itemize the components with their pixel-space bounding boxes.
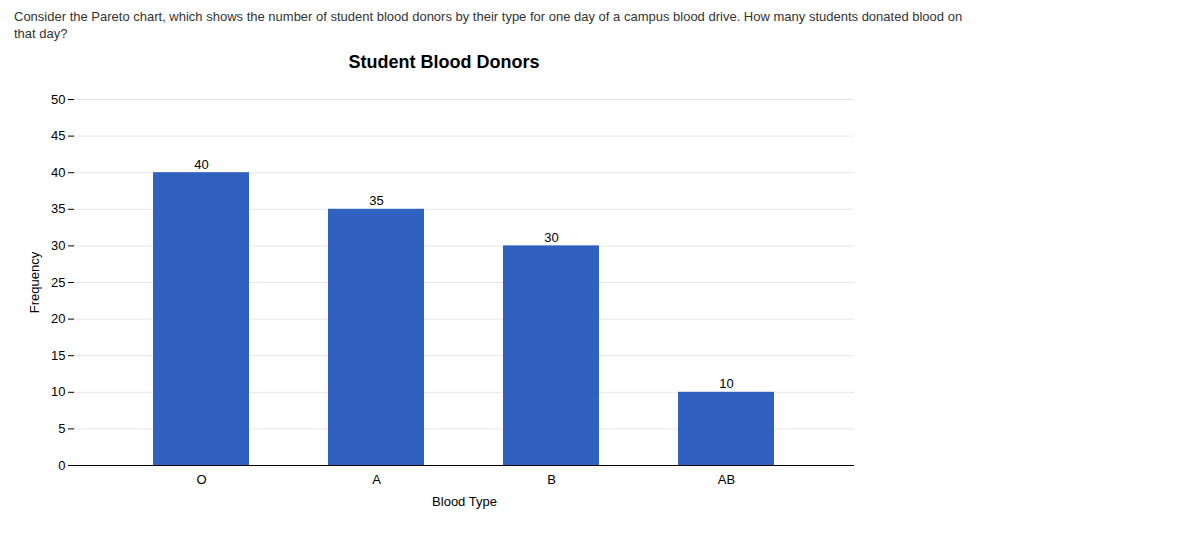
svg-text:40: 40	[194, 157, 208, 172]
svg-text:15: 15	[51, 348, 65, 363]
html-text:Consider the Pareto chart, whi: Consider the Pareto chart, which shows t…	[14, 9, 963, 24]
svg-text:AB: AB	[718, 472, 735, 487]
svg-text:10: 10	[719, 376, 733, 391]
svg-text:Blood Type: Blood Type	[432, 494, 497, 509]
svg-text:35: 35	[369, 193, 383, 208]
svg-text:30: 30	[544, 230, 558, 245]
svg-text:O: O	[196, 472, 206, 487]
svg-text:5: 5	[58, 421, 65, 436]
html-text:Student Blood Donors: Student Blood Donors	[348, 52, 540, 72]
svg-text:45: 45	[51, 128, 65, 143]
svg-text:30: 30	[51, 238, 65, 253]
svg-text:A: A	[372, 472, 381, 487]
svg-text:B: B	[547, 472, 556, 487]
svg-text:10: 10	[51, 384, 65, 399]
svg-text:35: 35	[51, 201, 65, 216]
svg-text:25: 25	[51, 275, 65, 290]
svg-text:20: 20	[51, 311, 65, 326]
html-text:that day?: that day?	[14, 26, 68, 41]
svg-text:0: 0	[58, 458, 65, 473]
svg-text:40: 40	[51, 165, 65, 180]
svg-text:50: 50	[51, 92, 65, 107]
svg-text:Frequency: Frequency	[27, 251, 42, 313]
